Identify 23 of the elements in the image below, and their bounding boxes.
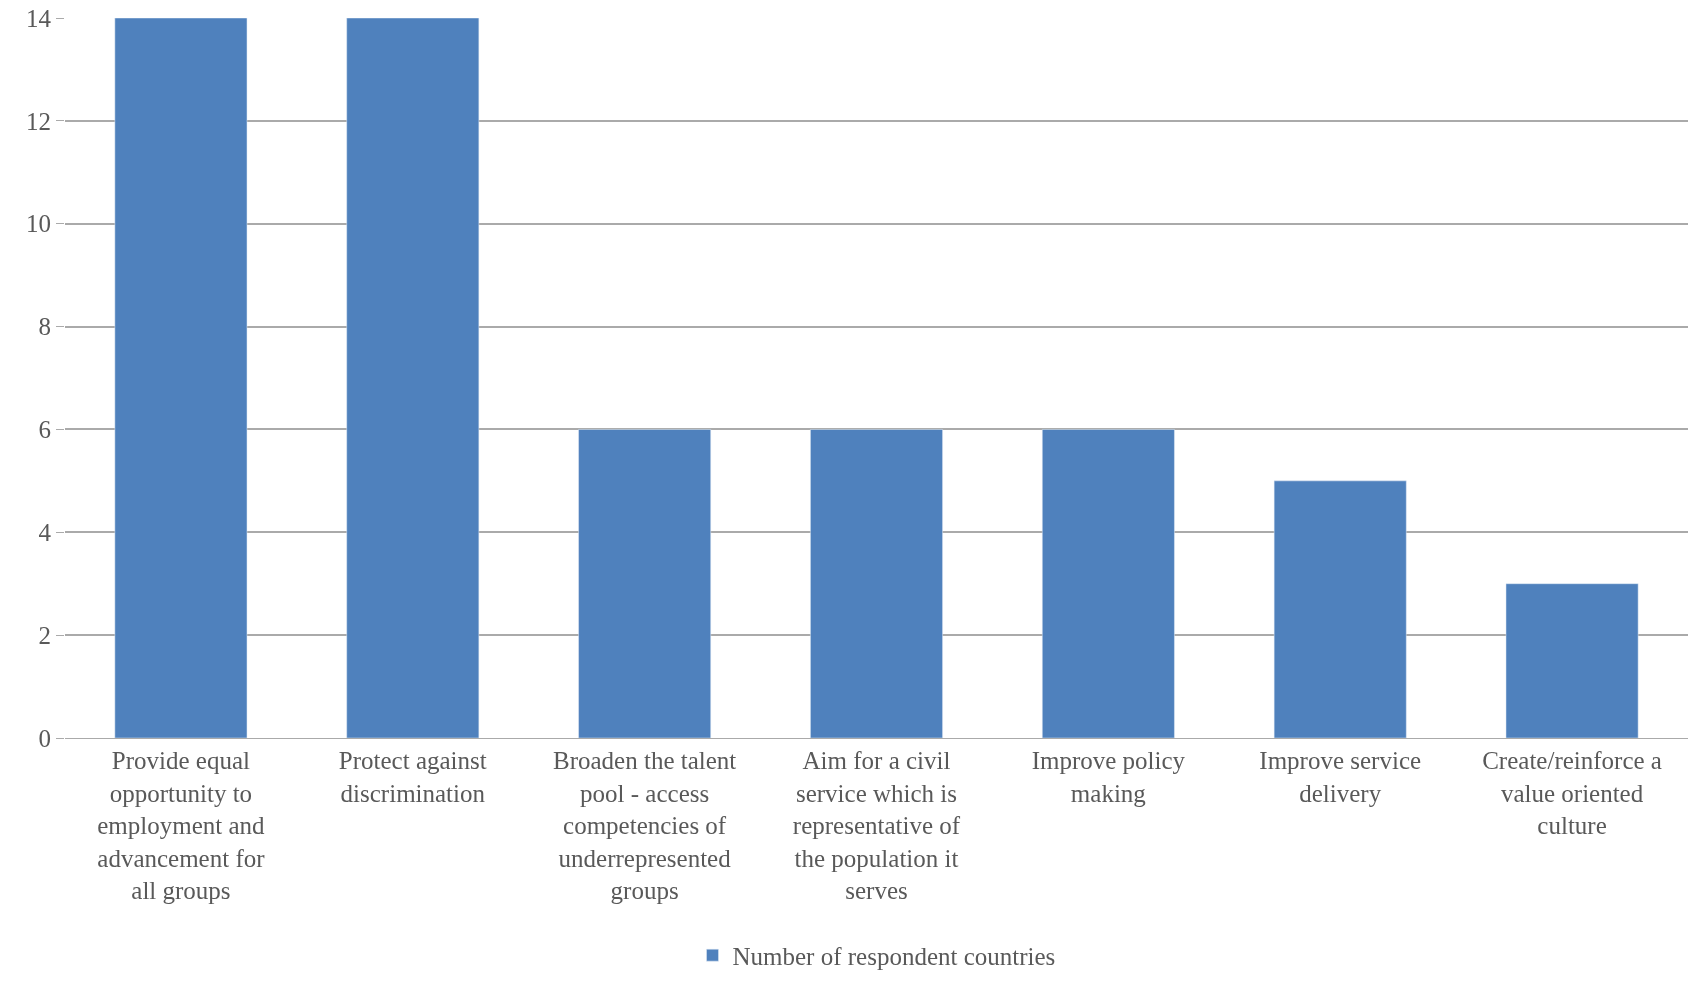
x-tick-label: Improve service delivery [1259,747,1422,807]
bar [114,18,248,738]
bar [578,429,711,738]
x-tick-label: Broaden the talent pool - access competencies of underrepresented groups [553,747,737,904]
y-tick-label: 14 [26,4,52,32]
bar [1505,583,1639,738]
y-tick-label: 6 [38,416,51,444]
x-tick-label: Aim for a civil service which is representative of the population it serves [792,747,961,904]
x-tick-label: Create/reinforce a value oriented culture [1482,747,1662,839]
x-tick-label: Provide equal opportunity to employment and advancement for all groups [97,747,266,904]
bar [346,18,480,738]
y-tick-label: 4 [38,519,52,547]
y-tick-label: 12 [26,107,51,135]
y-tick-label: 2 [38,621,51,649]
x-tick-label: Protect against discrimination [338,747,487,807]
bar [1273,480,1407,738]
bar [1042,429,1175,738]
y-tick-label: 8 [38,313,51,341]
legend-label: Number of respondent countries [732,942,1056,970]
y-tick-label: 0 [38,724,51,752]
x-tick-label: Improve policy making [1031,747,1186,807]
bar [810,429,943,738]
y-tick-label: 10 [26,210,51,238]
